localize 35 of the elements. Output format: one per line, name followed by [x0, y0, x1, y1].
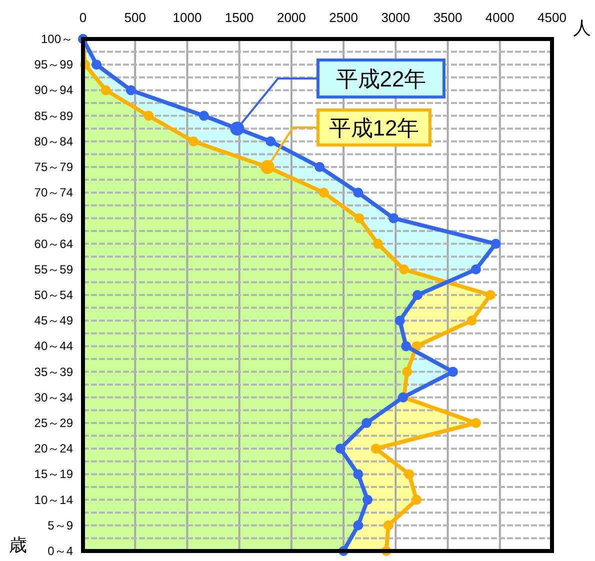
x-axis-title: 人 [573, 18, 591, 38]
y-tick-label: 65～69 [34, 211, 74, 226]
y-tick-label: 80～84 [34, 134, 74, 148]
y-tick-label: 85～89 [34, 108, 74, 123]
y-tick-label: 15～19 [34, 467, 74, 482]
y-tick-label: 0～4 [48, 544, 74, 558]
y-tick-label: 20～24 [34, 442, 74, 456]
x-tick-label: 4000 [485, 10, 514, 25]
y-tick-label: 55～59 [34, 262, 74, 276]
y-tick-label: 25～29 [34, 416, 74, 430]
x-tick-label: 1500 [224, 10, 254, 25]
y-tick-label: 95～99 [34, 58, 74, 72]
y-tick-label: 70～74 [34, 186, 74, 200]
x-tick-label: 1000 [172, 10, 202, 25]
y-tick-label: 30～34 [34, 390, 74, 404]
y-tick-label: 75～79 [34, 160, 74, 174]
y-tick-label: 50～54 [34, 288, 74, 302]
y-tick-label: 35～39 [34, 364, 74, 379]
x-tick-label: 4500 [538, 10, 566, 25]
y-tick-label: 60～64 [34, 236, 74, 251]
y-tick-label: 90～94 [34, 83, 74, 98]
y-tick-label: 40～44 [34, 339, 74, 354]
y-tick-label: 5～9 [48, 518, 74, 532]
y-tick-label: 10～14 [34, 492, 74, 507]
text: 平成12年 [328, 116, 420, 140]
x-tick-label: 500 [124, 10, 146, 25]
y-axis-title: 歳 [9, 535, 27, 555]
x-tick-label: 3000 [381, 10, 410, 25]
x-tick-label: 3500 [433, 10, 462, 25]
x-tick-label: 2000 [276, 10, 306, 25]
x-tick-label: 2500 [329, 10, 358, 25]
text: 平成22年 [336, 66, 426, 92]
y-tick-label: 100～ [40, 32, 73, 46]
y-tick-label: 45～49 [34, 314, 74, 328]
x-tick-label: 0 [79, 10, 87, 25]
